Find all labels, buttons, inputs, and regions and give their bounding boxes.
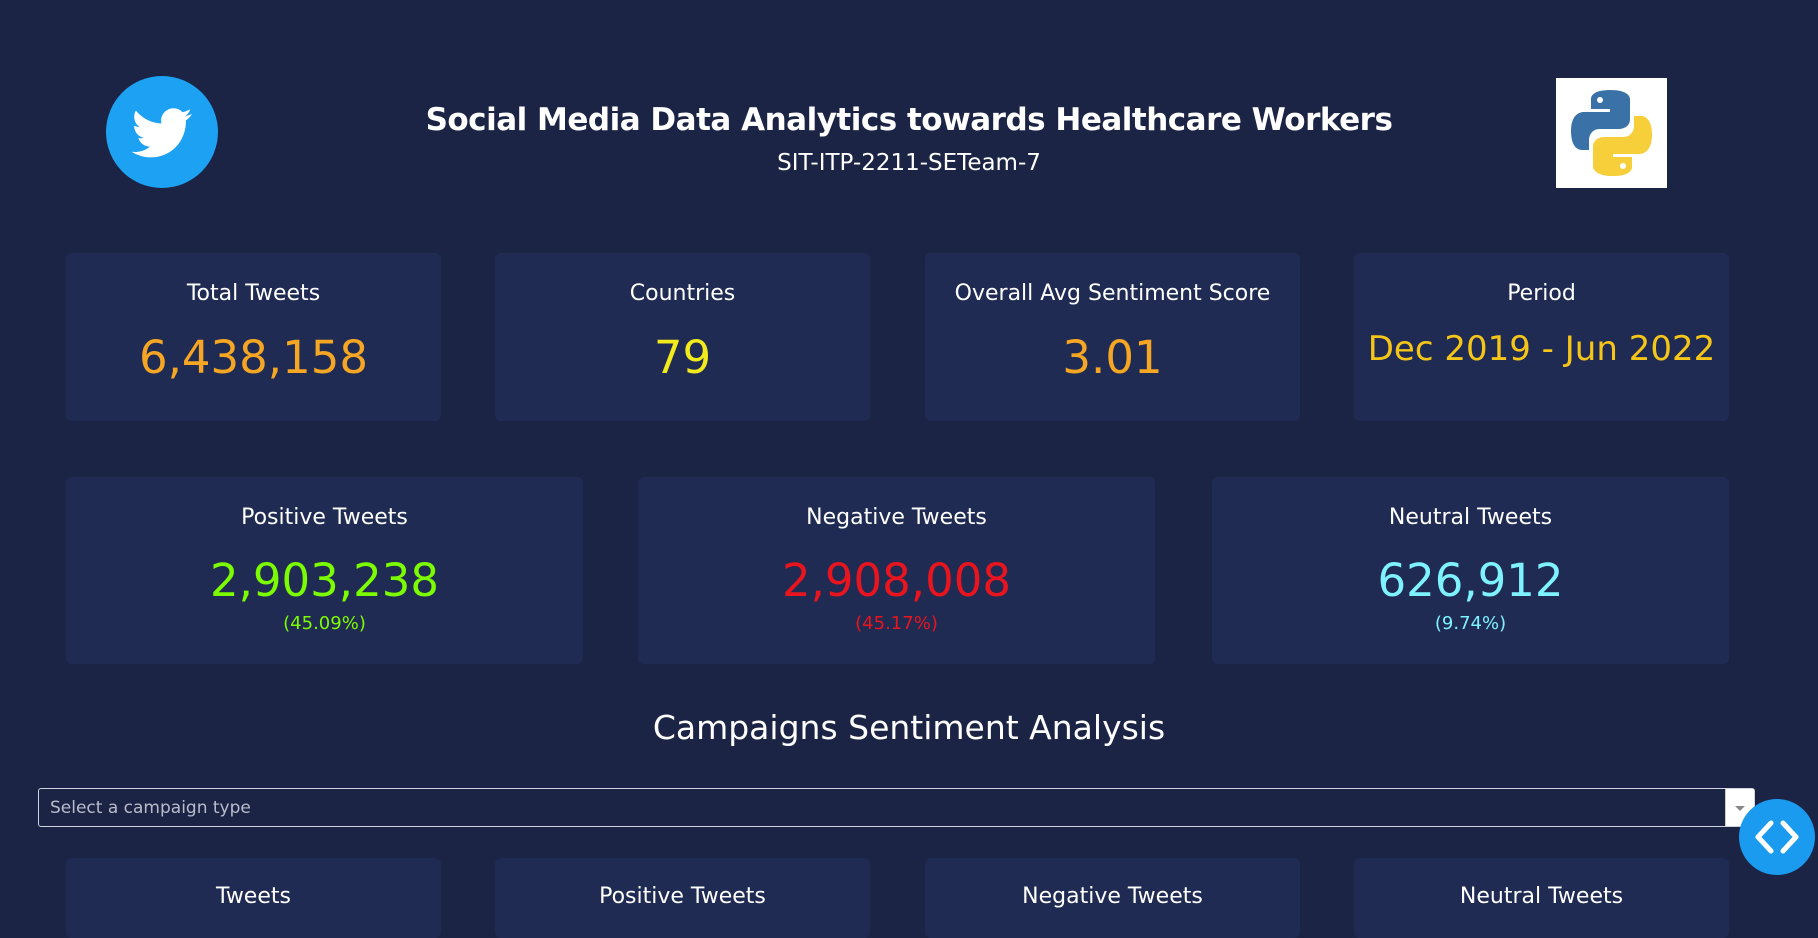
stat-label: Countries — [629, 281, 736, 306]
sentiment-value: 626,912 — [1377, 554, 1564, 607]
campaign-card: Neutral Tweets — [1354, 858, 1729, 938]
stat-value: 79 — [653, 331, 712, 384]
stat-card: Countries 79 — [495, 253, 870, 421]
campaign-card: Tweets — [66, 858, 441, 938]
dropdown-placeholder: Select a campaign type — [50, 798, 251, 818]
dashboard-page: {"header":{"title":"Social Media Data An… — [38, 76, 1815, 938]
python-logo — [1556, 78, 1667, 188]
stat-label: Total Tweets — [186, 281, 321, 306]
sentiment-card: Negative Tweets 2,908,008 (45.17%) — [638, 477, 1155, 664]
sentiment-percent: (45.17%) — [855, 613, 938, 634]
twitter-logo — [106, 76, 218, 188]
sentiment-label: Positive Tweets — [241, 505, 408, 530]
campaign-card: Negative Tweets — [925, 858, 1300, 938]
stat-label: Period — [1507, 281, 1576, 306]
campaign-card: Positive Tweets — [495, 858, 870, 938]
sentiment-value: 2,908,008 — [781, 554, 1012, 607]
stat-card: Period Dec 2019 - Jun 2022 — [1354, 253, 1729, 421]
stat-card: Total Tweets 6,438,158 — [66, 253, 441, 421]
stat-value: 6,438,158 — [138, 331, 369, 384]
sentiment-card: Positive Tweets 2,903,238 (45.09%) — [66, 477, 583, 664]
stat-value: 3.01 — [1062, 331, 1163, 384]
stat-label: Overall Avg Sentiment Score — [954, 281, 1271, 306]
campaign-card-label: Positive Tweets — [599, 884, 766, 909]
sentiment-card: Neutral Tweets 626,912 (9.74%) — [1212, 477, 1729, 664]
arrow-icon — [1735, 806, 1745, 811]
campaign-card-label: Neutral Tweets — [1459, 884, 1624, 909]
page-title: Social Media Data Analytics towards Heal… — [425, 102, 1393, 138]
section-title: Campaigns Sentiment Analysis — [652, 708, 1166, 747]
stat-card: Overall Avg Sentiment Score 3.01 — [925, 253, 1300, 421]
stat-value: Dec 2019 - Jun 2022 — [1367, 329, 1716, 369]
sentiment-percent: (9.74%) — [1434, 613, 1507, 634]
campaign-card-label: Tweets — [216, 884, 291, 909]
campaign-card-label: Negative Tweets — [1022, 884, 1203, 909]
sentiment-label: Negative Tweets — [806, 505, 987, 530]
page-subtitle: SIT-ITP-2211-SETeam-7 — [777, 150, 1041, 176]
sentiment-label: Neutral Tweets — [1388, 505, 1553, 530]
sentiment-value: 2,903,238 — [209, 554, 440, 607]
code-toggle-button[interactable] — [1739, 799, 1815, 875]
campaign-dropdown[interactable]: Select a campaign type — [38, 788, 1755, 827]
sentiment-percent: (45.09%) — [283, 613, 366, 634]
